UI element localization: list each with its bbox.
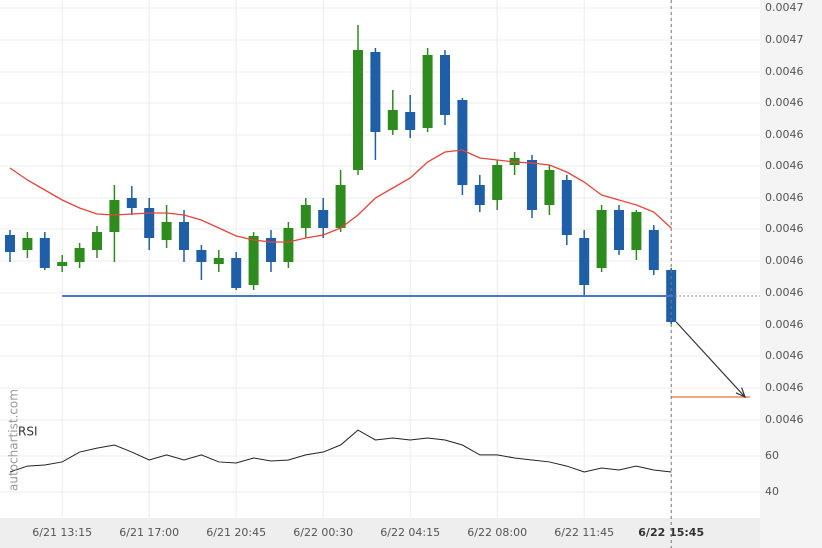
y-tick-label: 0.0046 xyxy=(765,159,804,172)
marks xyxy=(5,25,760,473)
candle-body xyxy=(57,262,68,266)
forecast-arrow xyxy=(675,321,746,398)
y-tick-label: 0.0046 xyxy=(765,286,804,299)
x-tick-label: 6/21 13:15 xyxy=(32,526,92,539)
candle-body xyxy=(283,228,294,262)
candle-body xyxy=(353,50,363,170)
candle-body xyxy=(370,52,381,132)
y-tick-label: 0.0046 xyxy=(765,65,804,78)
forecast-arrow-head xyxy=(735,387,747,399)
candle-body xyxy=(527,160,537,210)
candle-body xyxy=(596,210,607,268)
y-tick-label: 0.0047 xyxy=(765,1,804,14)
candle-body xyxy=(22,238,33,250)
candle-body xyxy=(161,222,172,240)
candle-body xyxy=(614,210,624,250)
x-tick-label: 6/21 17:00 xyxy=(119,526,179,539)
x-tick-label: 6/22 04:15 xyxy=(380,526,440,539)
candle-body xyxy=(457,100,468,185)
candle-body xyxy=(579,238,590,285)
candle-body xyxy=(144,208,155,238)
candle-body xyxy=(561,180,572,235)
candle-body xyxy=(109,200,120,232)
x-tick-label: 6/22 08:00 xyxy=(467,526,527,539)
x-tick-label: 6/22 15:45 xyxy=(638,526,704,539)
candle-body xyxy=(648,230,659,270)
rsi-line xyxy=(9,429,672,473)
x-tick-label: 6/22 11:45 xyxy=(554,526,614,539)
right-axis-panel xyxy=(760,0,822,548)
candle-body xyxy=(318,210,329,228)
candle-body xyxy=(492,165,503,200)
candle-body xyxy=(631,212,642,250)
candle-body xyxy=(387,110,398,130)
candle-body xyxy=(266,238,276,262)
candle-body xyxy=(179,222,189,250)
candle-body xyxy=(74,248,85,262)
candle-body xyxy=(39,238,50,268)
candle-body xyxy=(440,55,450,115)
candle-body xyxy=(300,205,311,228)
y-tick-label: 0.0046 xyxy=(765,318,804,331)
candle-body xyxy=(544,170,555,205)
candle-body xyxy=(5,235,15,252)
candle-body xyxy=(92,232,102,250)
candle-body xyxy=(335,185,346,228)
moving-average-line xyxy=(9,149,672,243)
y-tick-label: 0.0046 xyxy=(765,381,804,394)
candle-body xyxy=(126,198,137,208)
x-tick-label: 6/21 20:45 xyxy=(206,526,266,539)
candle-body xyxy=(248,236,259,285)
candle-body xyxy=(213,258,224,264)
y2-tick-label: 60 xyxy=(765,449,779,462)
candle-body xyxy=(405,112,416,130)
y-tick-label: 0.0047 xyxy=(765,33,804,46)
y2-tick-label: 40 xyxy=(765,485,779,498)
watermark: autochartist.com xyxy=(7,389,21,491)
y-tick-label: 0.0046 xyxy=(765,191,804,204)
y-tick-label: 0.0046 xyxy=(765,413,804,426)
candle-body xyxy=(231,258,242,288)
candle-body xyxy=(196,250,207,262)
x-tick-label: 6/22 00:30 xyxy=(293,526,353,539)
candle-body xyxy=(474,185,485,205)
bottom-axis-panel xyxy=(0,518,760,548)
y-tick-label: 0.0046 xyxy=(765,96,804,109)
y-tick-label: 0.0046 xyxy=(765,349,804,362)
candle-body xyxy=(422,55,433,128)
rsi-label: RSI xyxy=(18,425,38,439)
y-tick-label: 0.0046 xyxy=(765,222,804,235)
y-tick-label: 0.0046 xyxy=(765,254,804,267)
y-tick-label: 0.0046 xyxy=(765,128,804,141)
